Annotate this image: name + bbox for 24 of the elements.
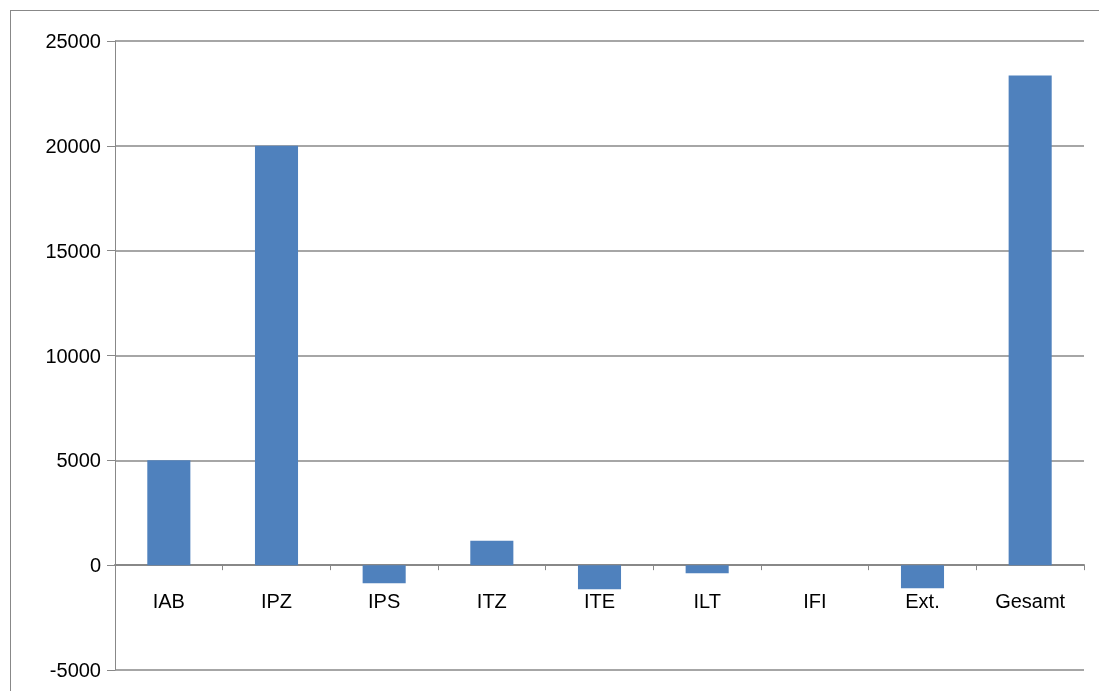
- y-tick-label: 5000: [56, 449, 101, 472]
- x-tick-label: ITZ: [476, 590, 507, 613]
- bar: [577, 565, 622, 590]
- x-tick-label: IPZ: [260, 590, 293, 613]
- x-tick-label: ILT: [693, 590, 721, 613]
- y-tick-label: 20000: [45, 134, 101, 157]
- bar: [254, 145, 299, 566]
- x-tick-label: IAB: [152, 590, 185, 613]
- y-tick-label: -5000: [49, 659, 101, 681]
- x-tick-label: IPS: [368, 590, 401, 613]
- bar: [900, 565, 945, 589]
- y-tick-label: 10000: [45, 344, 101, 367]
- bar: [470, 540, 514, 566]
- x-tick-label: ITE: [583, 590, 616, 613]
- y-tick-label: 0: [89, 554, 101, 577]
- x-tick-label: Gesamt: [995, 590, 1066, 613]
- x-tick-label: IFI: [803, 590, 827, 613]
- y-tick-label: 15000: [45, 239, 101, 262]
- bar: [362, 565, 406, 584]
- x-tick-label: Ext.: [905, 590, 940, 613]
- bar: [147, 460, 191, 566]
- bar: [685, 565, 729, 574]
- y-tick-label: 25000: [45, 30, 101, 52]
- bar: [1008, 75, 1052, 566]
